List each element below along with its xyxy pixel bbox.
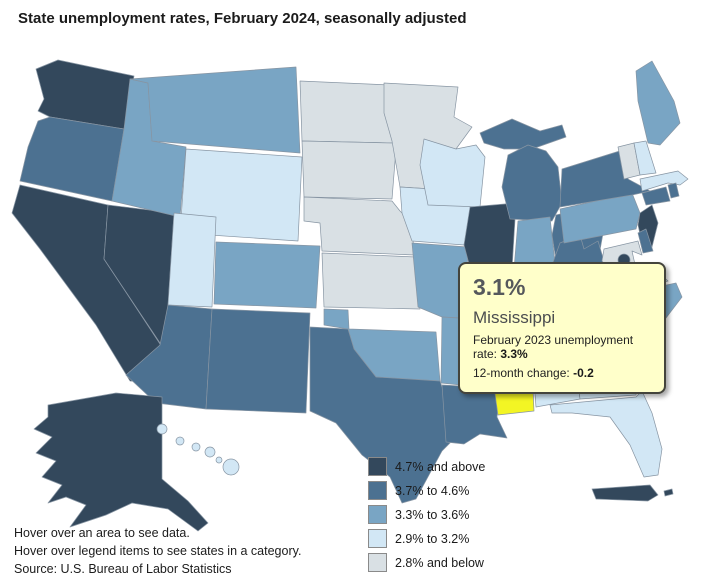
legend-label: 3.3% to 3.6% [395,507,470,522]
state-utah[interactable] [167,212,217,308]
legend-item-4-7-and-above[interactable]: 4.7% and above [368,457,485,476]
tooltip-change: 12-month change: -0.2 [473,366,651,380]
legend-swatch-light-gray [368,553,387,572]
state-michigan-upper[interactable] [479,118,567,150]
legend-swatch-dark [368,457,387,476]
state-alaska[interactable] [33,392,209,532]
state-hawaii-big-island[interactable] [222,458,240,476]
legend-item-2-9-to-3-2[interactable]: 2.9% to 3.2% [368,529,485,548]
state-hawaii-island-5[interactable] [215,456,223,464]
tooltip-rate-value: 3.1% [473,274,526,300]
legend-item-3-7-to-4-6[interactable]: 3.7% to 4.6% [368,481,485,500]
state-wisconsin[interactable] [419,138,486,208]
territory-puerto-rico[interactable] [591,484,659,502]
footer-source: Source: U.S. Bureau of Labor Statistics [14,562,232,576]
state-kansas[interactable] [321,252,421,310]
page-title: State unemployment rates, February 2024,… [18,10,467,27]
state-michigan-lower[interactable] [501,144,563,222]
tooltip-change-label: 12-month change: [473,366,574,380]
state-maine[interactable] [635,60,681,146]
tooltip-state-name: Mississippi [473,308,556,327]
legend-item-2-8-and-below[interactable]: 2.8% and below [368,553,485,572]
state-new-hampshire[interactable] [633,140,657,176]
tooltip-prev-value: 3.3% [500,347,528,361]
us-map-container: 3.1% Mississippi February 2023 unemploym… [10,55,700,572]
tooltip-change-value: -0.2 [573,366,594,380]
legend-label: 3.7% to 4.6% [395,483,470,498]
tooltip-prev-label: February 2023 unemployment rate: [473,333,634,361]
state-florida[interactable] [549,390,663,478]
state-delaware[interactable] [637,228,654,254]
state-colorado[interactable] [213,241,321,309]
legend-swatch-steel [368,481,387,500]
legend-item-3-3-to-3-6[interactable]: 3.3% to 3.6% [368,505,485,524]
state-hawaii-island-1[interactable] [156,423,168,435]
legend-swatch-medium [368,505,387,524]
state-hawaii-island-4[interactable] [204,446,216,458]
map-legend: 4.7% and above 3.7% to 4.6% 3.3% to 3.6%… [368,457,485,577]
state-hawaii-island-3[interactable] [191,442,201,452]
legend-label: 2.8% and below [395,555,484,570]
state-north-dakota[interactable] [299,80,394,144]
legend-label: 4.7% and above [395,459,486,474]
map-tooltip: 3.1% Mississippi February 2023 unemploym… [458,262,666,394]
territory-puerto-rico-islet[interactable] [663,488,674,497]
state-new-mexico[interactable] [205,308,311,414]
footer-legend-note: Hover over legend items to see states in… [14,544,302,558]
legend-label: 2.9% to 3.2% [395,531,470,546]
state-south-dakota[interactable] [301,140,397,200]
state-hawaii-island-2[interactable] [175,436,185,446]
us-choropleth-map [11,59,689,532]
state-rhode-island[interactable] [667,182,680,199]
state-nebraska[interactable] [303,196,415,256]
legend-swatch-light-blue [368,529,387,548]
tooltip-prev-rate: February 2023 unemployment rate: 3.3% [473,333,651,361]
state-connecticut[interactable] [641,186,671,206]
footer-hover-note: Hover over an area to see data. [14,526,190,540]
state-montana[interactable] [129,66,301,154]
footer-notes: Hover over an area to see data. Hover ov… [14,526,301,580]
state-massachusetts[interactable] [639,170,689,192]
